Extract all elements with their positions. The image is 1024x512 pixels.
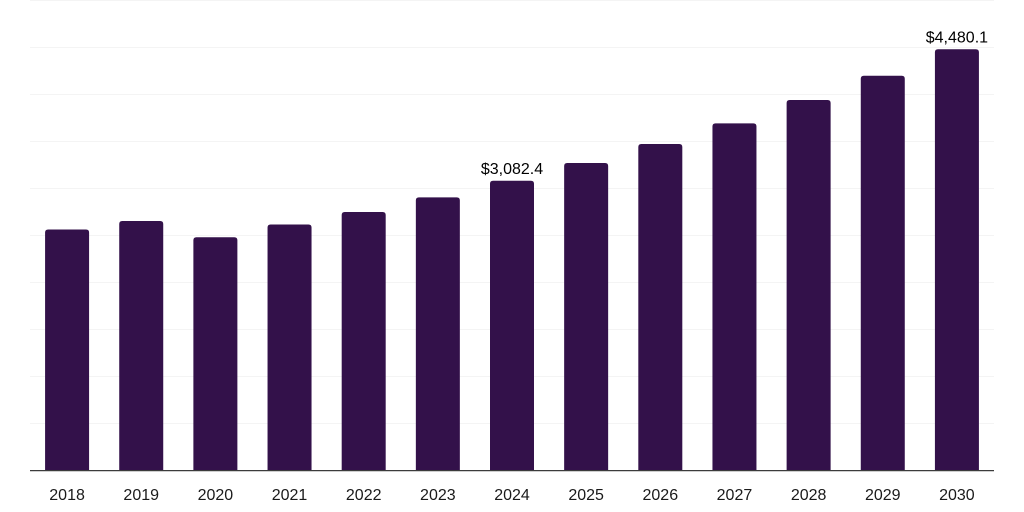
svg-text:$3,082.4: $3,082.4: [481, 161, 543, 178]
svg-text:2021: 2021: [272, 487, 308, 504]
svg-text:2019: 2019: [123, 487, 159, 504]
svg-text:2018: 2018: [49, 487, 85, 504]
svg-text:2022: 2022: [346, 487, 382, 504]
svg-text:2024: 2024: [494, 487, 530, 504]
svg-text:2020: 2020: [198, 487, 234, 504]
svg-text:2029: 2029: [865, 487, 901, 504]
svg-text:2030: 2030: [939, 487, 975, 504]
svg-text:$4,480.1: $4,480.1: [926, 30, 988, 47]
svg-text:2023: 2023: [420, 487, 456, 504]
svg-text:2028: 2028: [791, 487, 827, 504]
svg-text:2025: 2025: [568, 487, 604, 504]
svg-text:2027: 2027: [717, 487, 753, 504]
svg-text:2026: 2026: [643, 487, 679, 504]
